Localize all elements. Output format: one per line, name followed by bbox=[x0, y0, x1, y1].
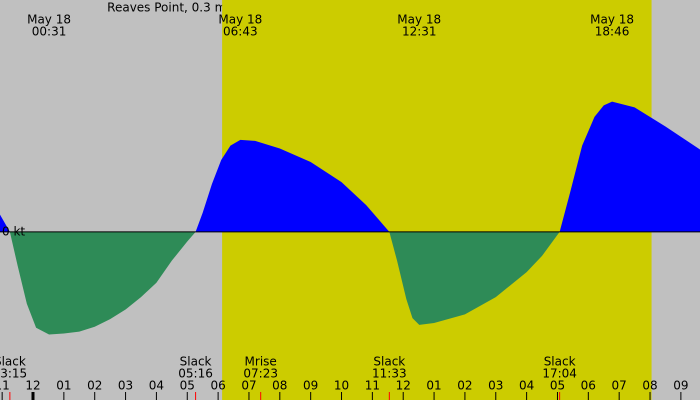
max-time: 06:43 bbox=[223, 25, 258, 39]
x-tick-label: 10 bbox=[334, 379, 349, 393]
max-date: May 18 bbox=[218, 13, 262, 27]
event-label: Slack bbox=[373, 355, 405, 369]
x-tick-label: 09 bbox=[303, 379, 318, 393]
max-time: 12:31 bbox=[402, 25, 437, 39]
x-tick-label: 01 bbox=[56, 379, 71, 393]
max-date: May 18 bbox=[397, 13, 441, 27]
x-tick-label: 05 bbox=[550, 379, 565, 393]
x-tick-label: 02 bbox=[87, 379, 102, 393]
x-tick-label: 07 bbox=[612, 379, 627, 393]
ebb-area bbox=[0, 231, 700, 335]
x-tick-label: 04 bbox=[149, 379, 164, 393]
x-tick-label: 05 bbox=[180, 379, 195, 393]
event-time: 11:33 bbox=[372, 367, 407, 381]
event-time: 05:16 bbox=[178, 367, 213, 381]
x-tick-label: 03 bbox=[118, 379, 133, 393]
x-tick-label: 06 bbox=[581, 379, 596, 393]
event-label: Slack bbox=[180, 355, 212, 369]
y-tick-label: 0 kt bbox=[2, 224, 25, 238]
event-label: Slack bbox=[544, 355, 576, 369]
max-date: May 18 bbox=[590, 13, 634, 27]
max-time: 00:31 bbox=[32, 25, 67, 39]
x-tick-label: 11 bbox=[0, 379, 10, 393]
x-tick-label: 01 bbox=[426, 379, 441, 393]
x-tick-label: 06 bbox=[210, 379, 225, 393]
x-tick-label: 08 bbox=[642, 379, 657, 393]
x-tick-label: 12 bbox=[25, 379, 40, 393]
max-date: May 18 bbox=[27, 13, 71, 27]
x-tick-label: 11 bbox=[365, 379, 380, 393]
x-tick-label: 12 bbox=[396, 379, 411, 393]
event-time: 17:04 bbox=[542, 367, 577, 381]
x-tick-label: 04 bbox=[519, 379, 534, 393]
x-tick-label: 02 bbox=[457, 379, 472, 393]
event-time: 07:23 bbox=[243, 367, 278, 381]
event-time: 23:15 bbox=[0, 367, 27, 381]
x-tick-label: 07 bbox=[241, 379, 256, 393]
max-time: 18:46 bbox=[595, 25, 630, 39]
event-label: Mrise bbox=[245, 355, 277, 369]
x-tick-label: 03 bbox=[488, 379, 503, 393]
flood-area bbox=[0, 101, 700, 232]
x-tick-label: 09 bbox=[673, 379, 688, 393]
x-tick-label: 08 bbox=[272, 379, 287, 393]
event-label: Slack bbox=[0, 355, 26, 369]
